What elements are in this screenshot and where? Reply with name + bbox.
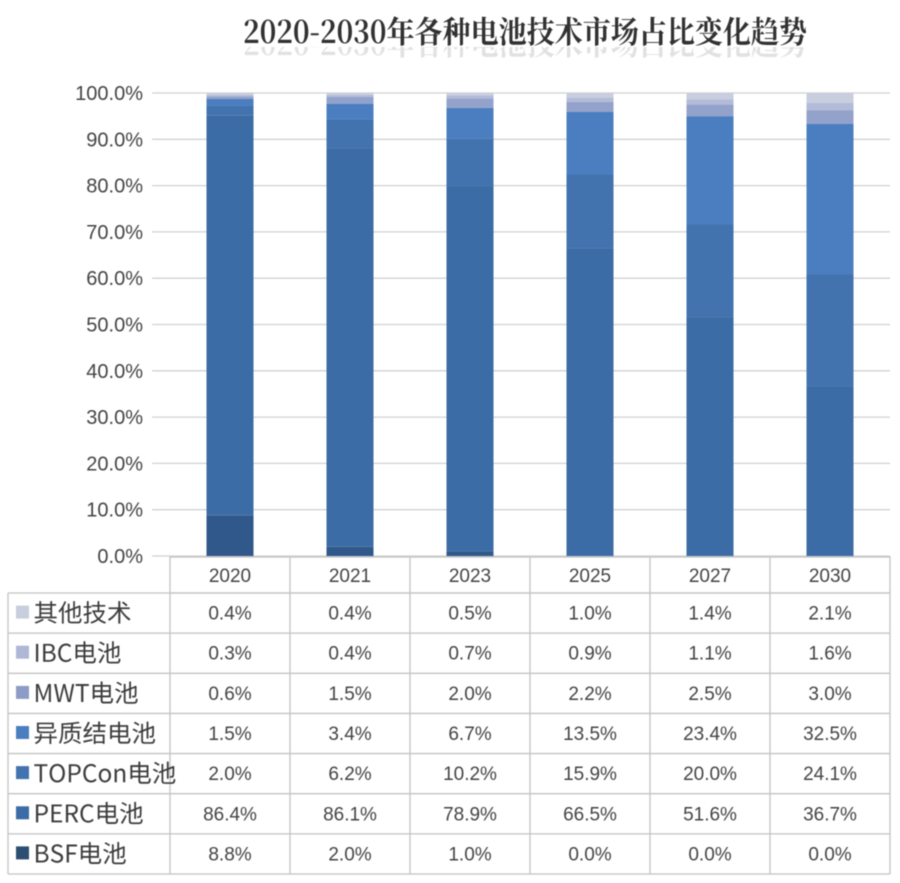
svg-text:13.5%: 13.5%	[563, 724, 617, 745]
svg-text:40.0%: 40.0%	[86, 361, 143, 383]
svg-text:2.0%: 2.0%	[328, 844, 371, 865]
svg-text:32.5%: 32.5%	[803, 724, 857, 745]
svg-text:2.1%: 2.1%	[808, 604, 851, 625]
svg-text:66.5%: 66.5%	[563, 804, 617, 825]
svg-text:0.0%: 0.0%	[97, 546, 143, 568]
svg-text:1.0%: 1.0%	[448, 844, 491, 865]
svg-text:2025: 2025	[569, 566, 611, 587]
svg-text:23.4%: 23.4%	[683, 724, 737, 745]
svg-text:1.4%: 1.4%	[688, 604, 731, 625]
svg-text:2023: 2023	[449, 566, 491, 587]
svg-text:86.4%: 86.4%	[203, 804, 257, 825]
svg-text:6.2%: 6.2%	[328, 764, 371, 785]
svg-text:1.5%: 1.5%	[208, 724, 251, 745]
svg-text:0.3%: 0.3%	[208, 644, 251, 665]
svg-text:51.6%: 51.6%	[683, 804, 737, 825]
svg-text:36.7%: 36.7%	[803, 804, 857, 825]
svg-text:78.9%: 78.9%	[443, 804, 497, 825]
svg-text:20.0%: 20.0%	[683, 764, 737, 785]
svg-text:100.0%: 100.0%	[75, 83, 143, 105]
svg-text:2.0%: 2.0%	[448, 684, 491, 705]
svg-text:86.1%: 86.1%	[323, 804, 377, 825]
svg-text:2020: 2020	[209, 566, 251, 587]
svg-text:2030: 2030	[809, 566, 851, 587]
svg-text:0.7%: 0.7%	[448, 644, 491, 665]
svg-text:8.8%: 8.8%	[208, 844, 251, 865]
svg-text:0.6%: 0.6%	[208, 684, 251, 705]
svg-text:1.1%: 1.1%	[688, 644, 731, 665]
svg-text:10.0%: 10.0%	[86, 500, 143, 522]
svg-text:0.0%: 0.0%	[688, 844, 731, 865]
svg-text:1.0%: 1.0%	[568, 604, 611, 625]
svg-text:10.2%: 10.2%	[443, 764, 497, 785]
svg-text:2021: 2021	[329, 566, 371, 587]
svg-text:1.5%: 1.5%	[328, 684, 371, 705]
svg-text:2.0%: 2.0%	[208, 764, 251, 785]
svg-text:0.0%: 0.0%	[808, 844, 851, 865]
svg-text:0.9%: 0.9%	[568, 644, 611, 665]
svg-text:2.2%: 2.2%	[568, 684, 611, 705]
svg-text:0.4%: 0.4%	[328, 644, 371, 665]
svg-text:6.7%: 6.7%	[448, 724, 491, 745]
svg-text:3.4%: 3.4%	[328, 724, 371, 745]
svg-text:2027: 2027	[689, 566, 731, 587]
svg-text:80.0%: 80.0%	[86, 176, 143, 198]
svg-text:0.4%: 0.4%	[328, 604, 371, 625]
svg-text:3.0%: 3.0%	[808, 684, 851, 705]
svg-text:0.5%: 0.5%	[448, 604, 491, 625]
svg-text:2.5%: 2.5%	[688, 684, 731, 705]
svg-text:20.0%: 20.0%	[86, 453, 143, 475]
svg-text:30.0%: 30.0%	[86, 407, 143, 429]
svg-text:24.1%: 24.1%	[803, 764, 857, 785]
svg-text:15.9%: 15.9%	[563, 764, 617, 785]
svg-text:70.0%: 70.0%	[86, 222, 143, 244]
svg-text:0.0%: 0.0%	[568, 844, 611, 865]
svg-text:1.6%: 1.6%	[808, 644, 851, 665]
svg-text:0.4%: 0.4%	[208, 604, 251, 625]
svg-text:60.0%: 60.0%	[86, 268, 143, 290]
svg-text:90.0%: 90.0%	[86, 129, 143, 151]
svg-text:50.0%: 50.0%	[86, 315, 143, 337]
